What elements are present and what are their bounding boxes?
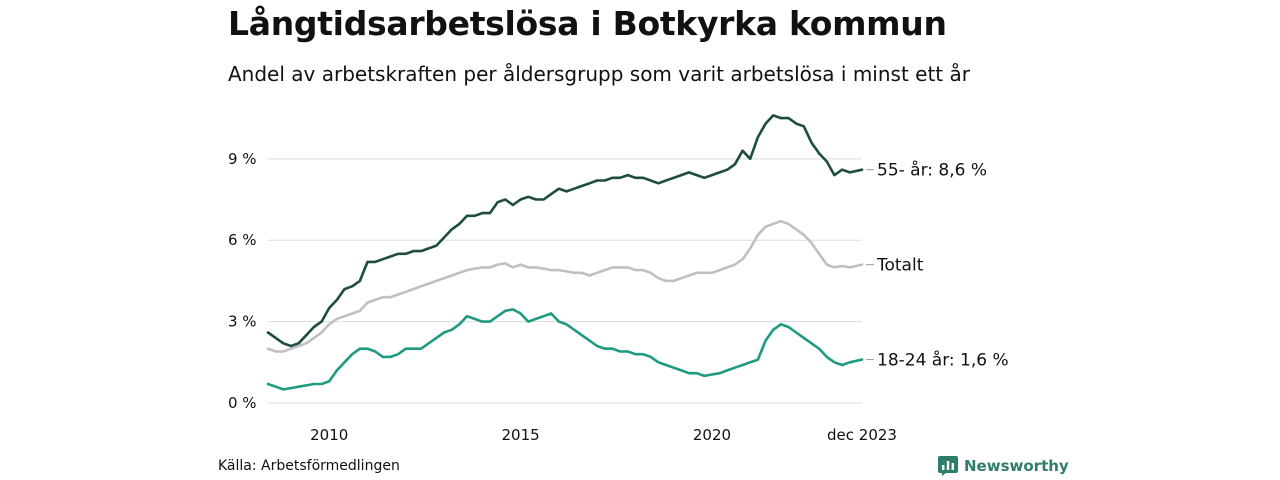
series-layer bbox=[266, 114, 864, 391]
newsworthy-icon bbox=[938, 456, 958, 476]
grid-layer bbox=[268, 158, 862, 404]
x-tick-label-1: 2015 bbox=[502, 426, 540, 444]
x-axis-labels: 2010 2015 2020 dec 2023 bbox=[310, 426, 897, 444]
end-label-0: 55- år: 8,6 % bbox=[877, 160, 987, 181]
x-tick-label-3: dec 2023 bbox=[827, 426, 897, 444]
y-tick-label-3: 9 % bbox=[228, 150, 257, 168]
y-tick-label-2: 6 % bbox=[228, 231, 257, 249]
end-label-2: 18-24 år: 1,6 % bbox=[877, 350, 1009, 371]
x-tick-label-0: 2010 bbox=[310, 426, 348, 444]
brand-name: Newsworthy bbox=[964, 457, 1069, 475]
y-tick-label-0: 0 % bbox=[228, 394, 257, 412]
source-note: Källa: Arbetsförmedlingen bbox=[218, 458, 400, 474]
series-line-0 bbox=[266, 114, 864, 348]
chart-title: Långtidsarbetslösa i Botkyrka kommun bbox=[228, 4, 947, 43]
series-line-1 bbox=[266, 219, 864, 353]
chart-subtitle: Andel av arbetskraften per åldersgrupp s… bbox=[228, 62, 970, 86]
y-tick-label-1: 3 % bbox=[228, 313, 257, 331]
end-labels: 55- år: 8,6 % Totalt 18-24 år: 1,6 % bbox=[866, 160, 1009, 371]
series-line-2 bbox=[266, 308, 864, 391]
y-axis-labels: 0 % 3 % 6 % 9 % bbox=[228, 150, 257, 412]
x-tick-label-2: 2020 bbox=[693, 426, 731, 444]
end-label-1: Totalt bbox=[876, 256, 924, 276]
brand-logo: Newsworthy bbox=[938, 456, 1069, 476]
